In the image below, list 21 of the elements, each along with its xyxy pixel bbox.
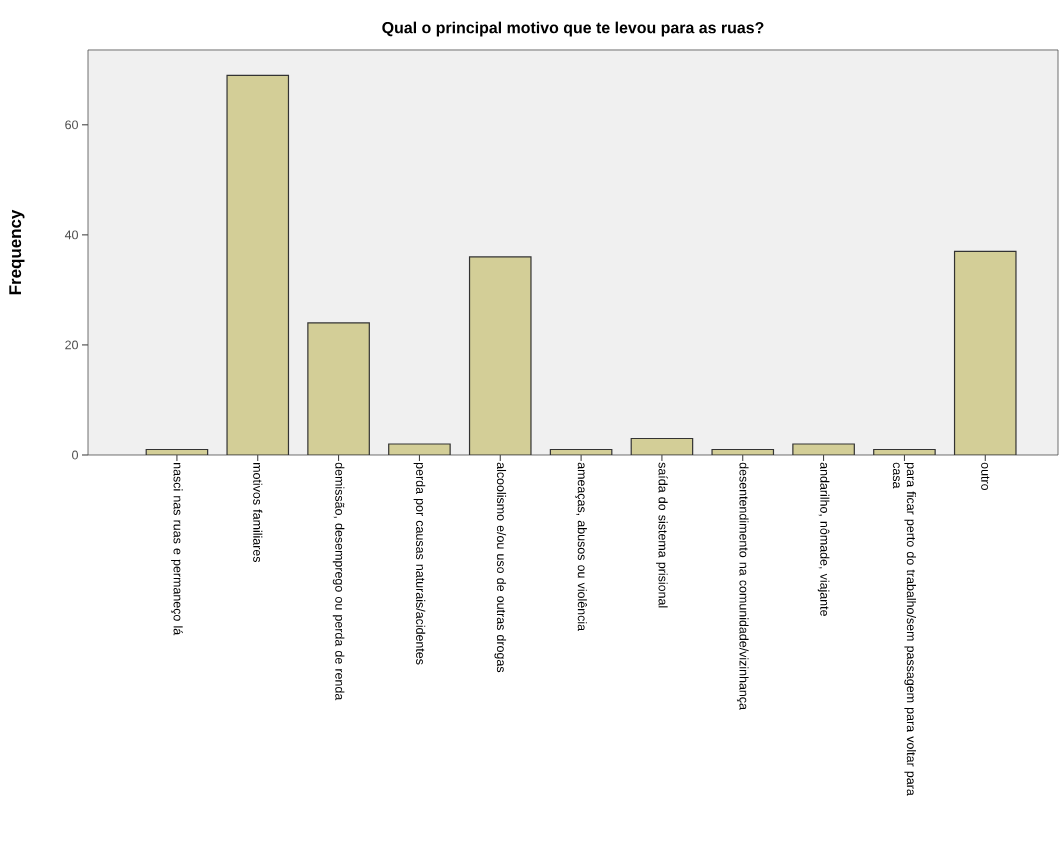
y-axis-title: Frequency (9, 209, 25, 295)
x-tick-label: ameaças, abusos ou violência (575, 462, 587, 632)
bar (469, 256, 531, 455)
bar (227, 75, 289, 455)
y-tick-label: 60 (65, 120, 78, 130)
bar (953, 250, 1017, 455)
x-tick-label: para ficar perto do trabalho/sem passagem para voltar para casa (892, 462, 916, 796)
x-tick-label: perda por causas naturais/acidentes (413, 462, 426, 665)
x-tick-label: andarilho, nômade, viajante (817, 462, 830, 616)
chart-title: Qual o principal motivo que te levou para as ruas? (382, 21, 764, 37)
x-tick-label: demissão, desemprego ou perda de renda (332, 462, 345, 701)
y-tick-label: 0 (72, 450, 78, 460)
x-tick-label: motivos familiares (253, 463, 263, 563)
x-tick-label: nasci nas ruas e permaneço lá (171, 463, 183, 636)
x-tick-label: saída do sistema prisional (656, 462, 668, 608)
x-tick-label: desentendimento na comunidade/vizinhança (736, 462, 749, 710)
y-tick-label: 40 (64, 230, 78, 240)
y-tick-label: 20 (65, 340, 78, 350)
x-tick-label: outro (981, 462, 990, 491)
bar (307, 322, 370, 455)
x-tick-label: alcoolismo e/ou uso de outras drogas (494, 462, 507, 673)
